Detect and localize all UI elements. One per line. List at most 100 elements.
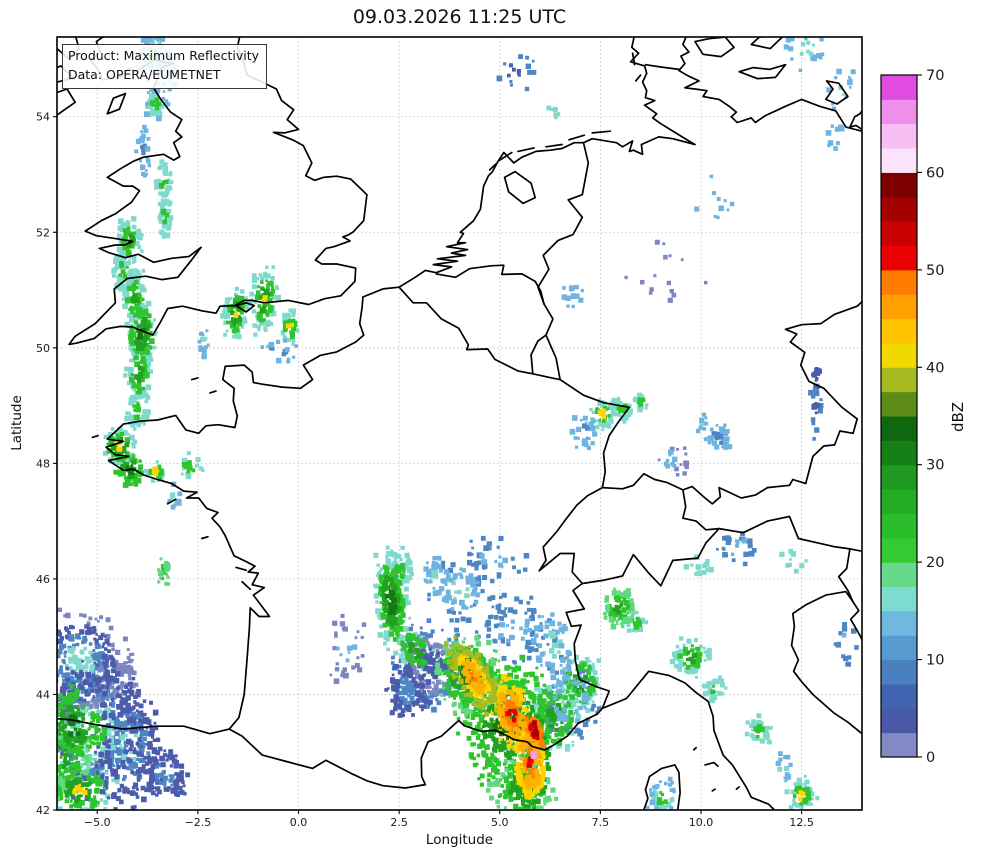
echo-layer-re: [505, 708, 540, 768]
colorbar-segment: [881, 659, 917, 685]
map-outline: [849, 110, 862, 131]
map-outline: [538, 486, 604, 585]
map-outline: [530, 334, 561, 381]
map-outline: [682, 418, 859, 505]
y-tick-label: 42: [36, 804, 50, 817]
map-outline: [105, 37, 696, 730]
echo-layer-st: [57, 54, 859, 789]
echo-layer-pk: [530, 750, 537, 759]
map-outline: [711, 788, 716, 792]
map-outline: [398, 286, 534, 375]
map-outline: [568, 134, 586, 141]
map-outline: [435, 264, 545, 305]
map-outline: [241, 580, 252, 591]
map-outline: [190, 377, 199, 381]
map-outline: [694, 37, 735, 58]
colorbar-tick-label: 40: [926, 360, 944, 376]
colorbar-segment: [881, 732, 917, 758]
x-tick-label: −5.0: [84, 816, 111, 829]
map-outline: [591, 130, 612, 134]
colorbar: 0 10 20 30 40 50 60 70: [880, 68, 944, 766]
colorbar-tick-label: 60: [926, 165, 944, 181]
colorbar-segment: [881, 391, 917, 417]
map-outline: [631, 52, 636, 66]
map-outline: [209, 390, 217, 394]
colorbar-segment: [881, 123, 917, 149]
axis-tick-labels: −5.0 −2.5 0.0 2.5 5.0 7.5 10.0 12.5 42 44 46 48 50 52…: [36, 111, 814, 829]
colorbar-segment: [881, 269, 917, 295]
colorbar-segment: [881, 416, 917, 441]
colorbar-segment: [881, 99, 917, 125]
colorbar-segment: [881, 537, 917, 563]
colorbar-tick-label: 20: [926, 555, 944, 571]
map-outline: [545, 143, 563, 148]
x-tick-label: 0.0: [290, 816, 308, 829]
radar-echoes: [57, 37, 859, 810]
colorbar-segment: [881, 318, 917, 344]
y-tick-label: 48: [36, 457, 50, 470]
map-outline: [735, 786, 741, 791]
map-outline: [581, 527, 720, 587]
x-tick-label: 12.5: [789, 816, 814, 829]
map-outline: [106, 92, 127, 115]
y-tick-label: 46: [36, 573, 50, 586]
colorbar-segment: [881, 513, 917, 539]
colorbar-segment: [881, 440, 917, 466]
map-outline: [559, 378, 631, 489]
colorbar-tick-label: 30: [926, 458, 944, 474]
colorbar-tick-label: 10: [926, 653, 944, 669]
echo-layer-dr: [531, 720, 540, 737]
map-outline: [235, 566, 248, 572]
echo-layer-sb: [57, 63, 822, 810]
map-outline: [682, 489, 720, 531]
map-outline: [750, 37, 784, 50]
map-outline: [565, 582, 611, 710]
echo-layer-ye: [72, 295, 806, 802]
map-outline: [57, 717, 231, 735]
map-outline: [634, 74, 642, 82]
colorbar-segment: [881, 294, 917, 320]
plot-title: 09.03.2026 11:25 UTC: [352, 6, 567, 28]
colorbar-segment: [881, 221, 917, 246]
colorbar-frame: [880, 74, 918, 758]
map-outline: [601, 472, 684, 491]
map-outline: [166, 498, 177, 505]
colorbar-segment: [881, 75, 917, 100]
map-outline: [738, 63, 787, 80]
map-outline: [91, 434, 99, 439]
y-tick-label: 44: [36, 688, 50, 701]
map-outline: [837, 548, 854, 603]
colorbar-label: dBZ: [949, 401, 967, 433]
x-tick-label: 7.5: [592, 816, 610, 829]
colorbar-segment: [881, 148, 917, 173]
x-tick-label: 5.0: [491, 816, 509, 829]
colorbar-segment: [881, 586, 917, 612]
map-outline: [503, 170, 537, 205]
y-tick-label: 54: [36, 111, 50, 124]
echo-layer-cy: [57, 40, 845, 810]
map-outline: [420, 670, 776, 810]
colorbar-tick-label: 0: [926, 750, 935, 766]
map-outline: [228, 728, 427, 789]
map-outline: [644, 63, 680, 71]
colorbar-segment: [881, 245, 917, 271]
colorbar-segment: [881, 172, 917, 198]
colorbar-segment: [881, 489, 917, 514]
map-outline: [692, 746, 698, 751]
y-tick-label: 50: [36, 342, 50, 355]
colorbar-segment: [881, 683, 917, 709]
map-outline: [68, 37, 368, 346]
map-outline: [57, 88, 76, 116]
map-outline: [642, 788, 649, 810]
map-outline: [531, 372, 561, 381]
colorbar-segment: [881, 367, 917, 393]
axis-ticks: [53, 116, 803, 814]
coastlines-borders: [57, 37, 862, 810]
x-axis-label: Longitude: [425, 832, 494, 848]
y-tick-label: 52: [36, 226, 50, 239]
colorbar-segment: [881, 464, 917, 490]
x-tick-label: −2.5: [185, 816, 212, 829]
map-outline: [824, 80, 849, 105]
echo-layer-ol: [444, 635, 501, 717]
